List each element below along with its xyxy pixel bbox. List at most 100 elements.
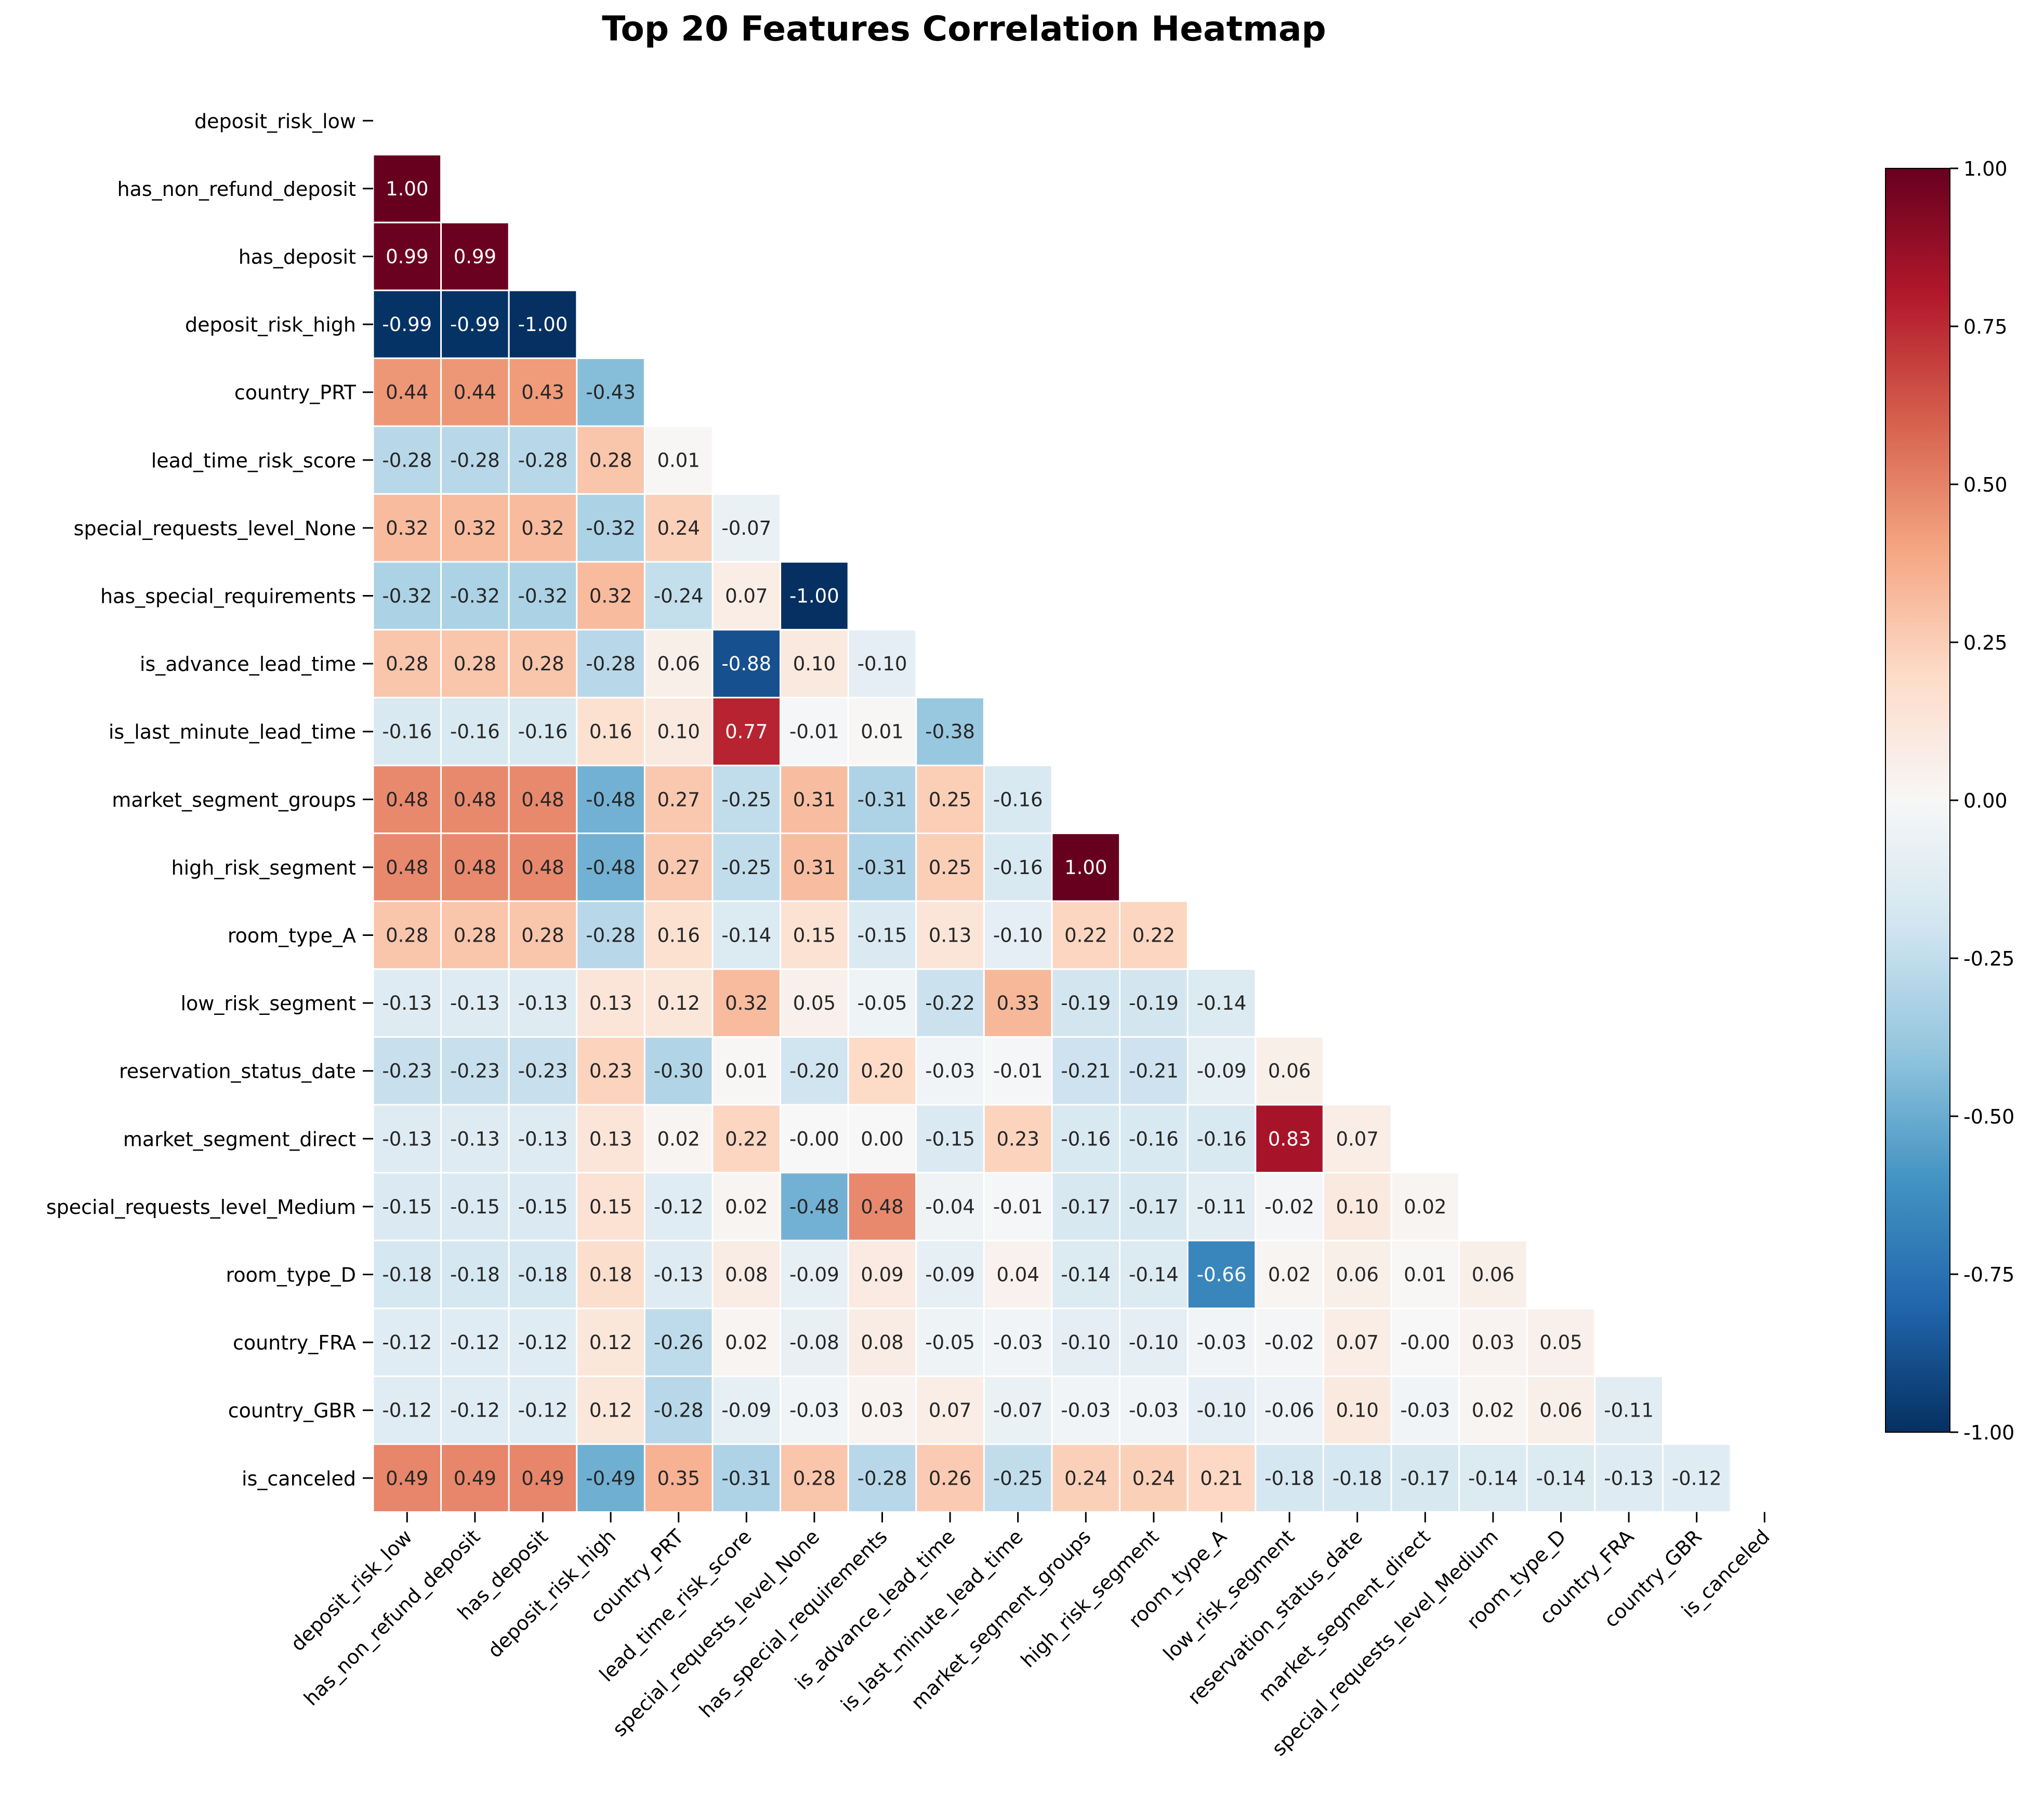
- cell-value-label: -0.32: [586, 517, 636, 539]
- heatmap-cell: [780, 1036, 849, 1106]
- cell-value-label: 0.48: [521, 856, 564, 879]
- cell-value-label: -0.31: [858, 788, 907, 811]
- cell-value-label: -0.15: [858, 924, 907, 947]
- cell-value-label: 1.00: [386, 178, 428, 200]
- heatmap-cell: [508, 1443, 578, 1513]
- cell-value-label: 0.02: [1268, 1264, 1311, 1286]
- heatmap-cell: [372, 833, 442, 902]
- cell-value-label: -0.25: [721, 856, 771, 879]
- y-tick-label: is_canceled: [242, 1467, 356, 1490]
- y-tick-label: is_advance_lead_time: [140, 653, 356, 676]
- heatmap-cell: [576, 1375, 645, 1445]
- heatmap-cell: [1458, 1307, 1528, 1377]
- heatmap-cell: [576, 357, 645, 427]
- cell-value-label: 0.02: [1404, 1196, 1446, 1218]
- heatmap-cell: [1255, 1307, 1324, 1377]
- y-tick-label: special_requests_level_None: [74, 517, 356, 540]
- heatmap-cell: [372, 1036, 442, 1106]
- cell-value-label: 0.01: [861, 721, 903, 743]
- heatmap-cell: [576, 764, 645, 835]
- cell-value-label: -0.16: [1197, 1128, 1247, 1150]
- heatmap-cell: [1322, 1239, 1392, 1310]
- cell-value-label: 0.22: [1064, 924, 1107, 947]
- cell-value-label: 0.24: [657, 517, 700, 539]
- heatmap-cell: [915, 764, 985, 835]
- cell-value-label: 0.32: [521, 517, 564, 539]
- cell-value-label: -0.18: [1333, 1467, 1382, 1489]
- cell-value-label: -0.13: [1604, 1467, 1654, 1489]
- heatmap-cell: [440, 561, 510, 631]
- heatmap-cell: [915, 968, 985, 1038]
- cell-value-label: -0.09: [721, 1399, 771, 1422]
- heatmap-cell: [780, 833, 849, 902]
- cell-value-label: 0.24: [1064, 1467, 1107, 1489]
- cell-value-label: 0.32: [386, 517, 428, 539]
- colorbar-gradient: [1885, 168, 1950, 1432]
- cell-value-label: -0.03: [1197, 1331, 1247, 1354]
- cell-value-label: -0.23: [518, 1060, 568, 1082]
- cell-value-label: -0.12: [450, 1399, 500, 1422]
- y-tick-label: country_GBR: [228, 1399, 356, 1422]
- cell-value-label: 0.20: [861, 1060, 903, 1082]
- heatmap-cell: [440, 1443, 510, 1513]
- heatmap-cell: [1186, 968, 1257, 1038]
- heatmap-cell: [711, 1443, 782, 1513]
- cell-value-label: -0.31: [858, 856, 907, 879]
- cell-value-label: 0.27: [657, 788, 700, 811]
- cell-value-label: 0.05: [793, 992, 836, 1014]
- colorbar: -1.00 -0.75 -0.50 -0.25 0.00 0.25 0.50 0.75 1.00: [1885, 157, 2014, 1444]
- cell-value-label: -0.01: [789, 721, 839, 743]
- cell-value-label: 0.00: [861, 1128, 903, 1150]
- cell-value-label: -0.25: [993, 1467, 1043, 1489]
- cell-value-label: -0.09: [925, 1264, 975, 1286]
- cell-value-label: -0.13: [450, 1128, 500, 1150]
- heatmap-cell: [372, 1239, 442, 1310]
- y-tick-label: deposit_risk_low: [194, 110, 356, 133]
- heatmap-cell: [1458, 1443, 1528, 1513]
- cell-value-label: -0.12: [1672, 1467, 1722, 1489]
- heatmap-cell: [508, 968, 578, 1038]
- heatmap-cell: [1186, 1307, 1257, 1377]
- heatmap-cell: [508, 1172, 578, 1241]
- heatmap-cell: [643, 833, 714, 902]
- heatmap-cell: [1526, 1375, 1596, 1445]
- colorbar-tick-label: 0.25: [1963, 631, 2008, 654]
- cell-value-label: -0.16: [382, 721, 432, 743]
- cell-value-label: -0.28: [382, 449, 432, 471]
- cell-value-label: 0.99: [454, 246, 496, 268]
- cell-value-label: 0.07: [1336, 1128, 1379, 1150]
- cell-value-label: 0.01: [725, 1060, 768, 1082]
- heatmap-cell: [711, 1239, 782, 1310]
- cell-value-label: -0.15: [382, 1196, 432, 1218]
- cell-value-label: 0.22: [1132, 924, 1175, 947]
- cell-value-label: -0.12: [518, 1399, 568, 1422]
- cell-value-label: 0.05: [1539, 1331, 1582, 1354]
- cell-value-label: -0.11: [1604, 1399, 1654, 1422]
- cell-value-label: -1.00: [789, 585, 839, 607]
- cell-value-label: 0.02: [1472, 1399, 1514, 1422]
- heatmap-cell: [780, 696, 849, 767]
- cell-value-label: -0.18: [450, 1264, 500, 1286]
- heatmap-cell: [847, 629, 917, 698]
- cell-value-label: 0.16: [589, 721, 632, 743]
- cell-value-label: -0.21: [1129, 1060, 1179, 1082]
- heatmap-cell: [915, 696, 985, 767]
- cell-value-label: 0.26: [929, 1467, 971, 1489]
- colorbar-tick-label: 1.00: [1963, 157, 2008, 180]
- cell-value-label: 0.13: [589, 992, 632, 1014]
- cell-value-label: -0.10: [1129, 1331, 1179, 1354]
- heatmap-cell: [983, 1036, 1053, 1106]
- heatmap-cell: [372, 1307, 442, 1377]
- y-tick-label: room_type_D: [226, 1264, 356, 1287]
- heatmap-cell: [711, 764, 782, 835]
- heatmap-cell: [643, 696, 714, 767]
- cell-value-label: -0.16: [993, 788, 1043, 811]
- cell-value-label: -0.03: [993, 1331, 1043, 1354]
- cell-value-label: 0.49: [521, 1467, 564, 1489]
- y-tick-label: market_segment_direct: [123, 1128, 356, 1151]
- heatmap-cell: [1186, 1443, 1257, 1513]
- heatmap-cell: [1051, 968, 1121, 1038]
- heatmap-cell: [1255, 1375, 1324, 1445]
- cell-value-label: -0.01: [993, 1060, 1043, 1082]
- cell-value-label: 0.09: [861, 1264, 903, 1286]
